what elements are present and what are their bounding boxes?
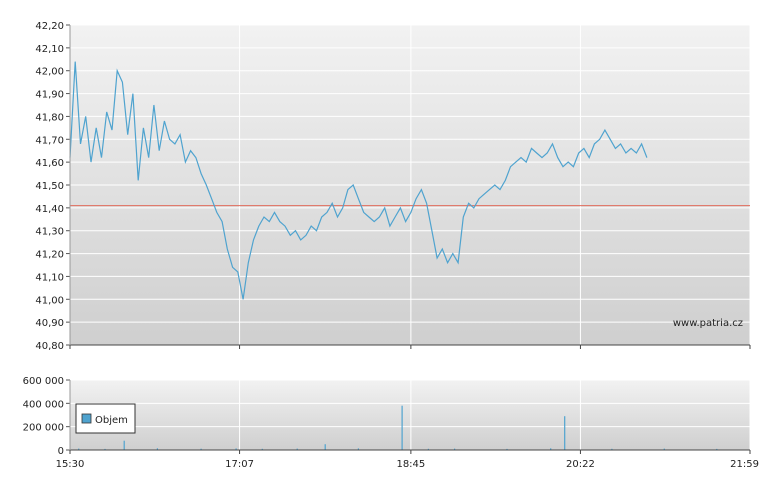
volume-plot-area bbox=[70, 380, 750, 450]
x-tick-label: 17:07 bbox=[225, 459, 254, 470]
volume-bar bbox=[663, 448, 665, 450]
price-y-tick-label: 41,50 bbox=[35, 181, 64, 192]
volume-bar bbox=[324, 444, 326, 450]
price-y-tick-label: 40,80 bbox=[35, 341, 64, 352]
volume-x-axis: 15:30 17:07 18:45 20:22 21:59 bbox=[56, 450, 759, 470]
legend-swatch bbox=[81, 413, 92, 424]
price-x-ticks bbox=[69, 345, 751, 349]
legend-label: Objem bbox=[95, 415, 128, 426]
price-y-tick-label: 41,30 bbox=[35, 227, 64, 238]
volume-bar bbox=[454, 448, 456, 450]
volume-bar bbox=[104, 448, 106, 450]
volume-bar bbox=[123, 440, 125, 450]
price-y-tick-label: 41,40 bbox=[35, 204, 64, 215]
price-y-tick-label: 42,20 bbox=[35, 21, 64, 32]
volume-bar bbox=[156, 448, 158, 451]
price-y-tick-label: 41,20 bbox=[35, 250, 64, 261]
volume-bar bbox=[564, 416, 566, 450]
volume-bar bbox=[550, 448, 552, 451]
price-y-tick-label: 41,00 bbox=[35, 295, 64, 306]
price-y-tick-label: 40,90 bbox=[35, 318, 64, 329]
volume-bar bbox=[235, 448, 237, 450]
x-tick-label: 15:30 bbox=[56, 459, 85, 470]
volume-bar bbox=[200, 448, 202, 450]
price-y-tick-label: 41,60 bbox=[35, 158, 64, 169]
volume-bar bbox=[716, 448, 718, 450]
price-y-tick-label: 41,90 bbox=[35, 90, 64, 101]
watermark-text: www.patria.cz bbox=[673, 318, 743, 329]
volume-bar bbox=[78, 448, 80, 450]
volume-bar bbox=[611, 448, 613, 450]
volume-bar bbox=[296, 448, 298, 450]
price-line bbox=[69, 61, 648, 300]
volume-bars bbox=[78, 405, 718, 451]
price-y-tick-label: 42,00 bbox=[35, 67, 64, 78]
volume-bar bbox=[261, 448, 263, 450]
volume-legend: Objem bbox=[75, 403, 136, 434]
x-tick-label: 18:45 bbox=[396, 459, 425, 470]
x-tick-label: 20:22 bbox=[566, 459, 595, 470]
volume-panel: 600 000 400 000 200 000 0 15:30 17:07 18:45 20… bbox=[23, 376, 759, 470]
volume-y-tick-label: 400 000 bbox=[23, 399, 64, 410]
price-y-tick-label: 41,10 bbox=[35, 272, 64, 283]
volume-y-tick-label: 600 000 bbox=[23, 376, 64, 387]
price-y-tick-label: 41,80 bbox=[35, 112, 64, 123]
price-y-tick-label: 41,70 bbox=[35, 135, 64, 146]
volume-y-axis: 600 000 400 000 200 000 0 bbox=[23, 376, 70, 457]
volume-bar bbox=[427, 448, 429, 450]
price-y-axis: 42,20 42,10 42,00 41,90 41,80 41,70 41,60 41,50… bbox=[35, 21, 70, 352]
volume-y-tick-label: 200 000 bbox=[23, 423, 64, 434]
price-panel: 42,20 42,10 42,00 41,90 41,80 41,70 41,60 41,50… bbox=[35, 21, 751, 352]
volume-bar bbox=[401, 405, 403, 450]
volume-bar bbox=[506, 448, 508, 450]
x-tick-label: 21:59 bbox=[730, 459, 759, 470]
price-y-tick-label: 42,10 bbox=[35, 44, 64, 55]
volume-bar bbox=[357, 448, 359, 450]
volume-y-tick-label: 0 bbox=[58, 446, 64, 457]
